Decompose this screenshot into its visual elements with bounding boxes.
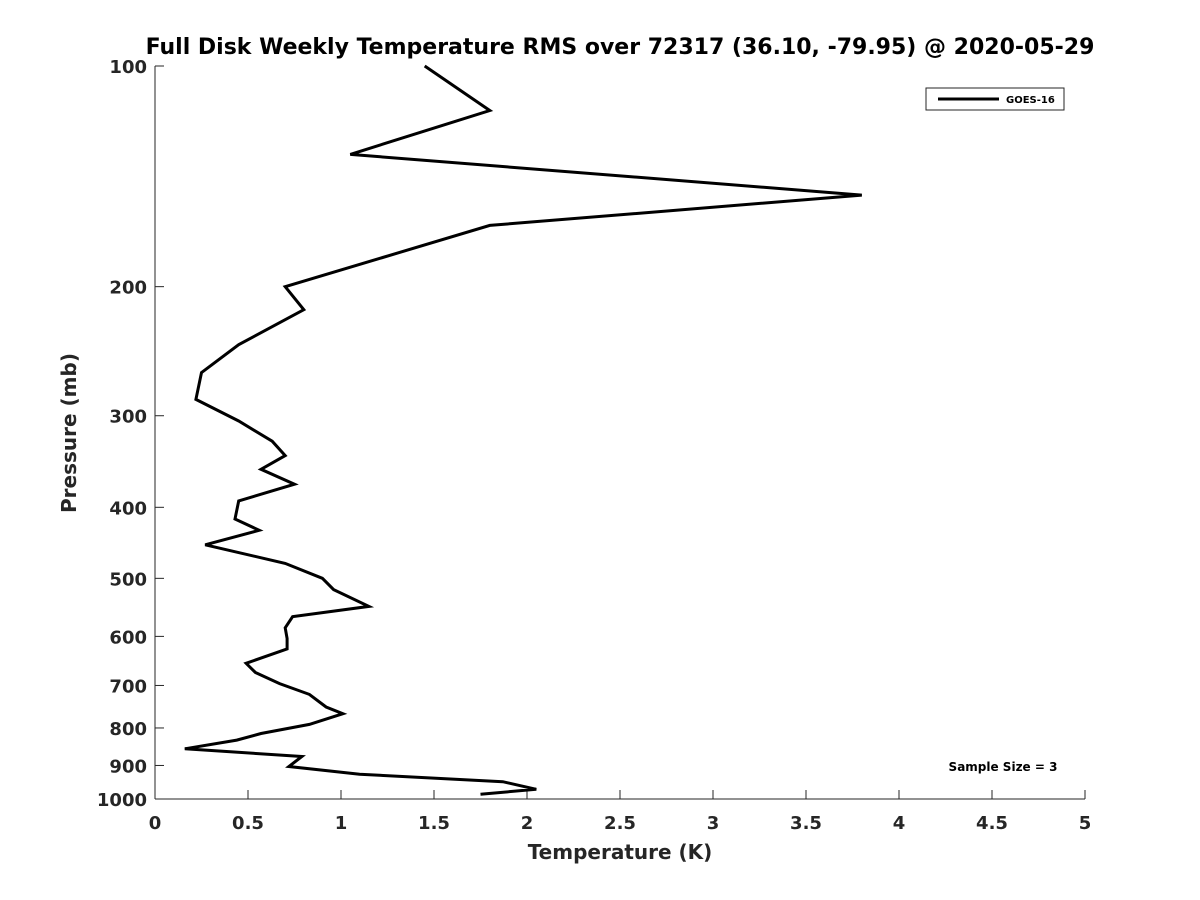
axis-ticks: 0 0.5 1 1.5 2 2.5 3 3.5 4 4.5 5 100 200 300 400 500 600 7…	[97, 57, 1091, 834]
y-tick-label: 600	[109, 627, 147, 648]
legend-label-goes-16: GOES-16	[1006, 95, 1055, 106]
x-tick-label: 3	[707, 813, 720, 834]
y-tick-label: 200	[109, 278, 147, 299]
x-tick-label: 4.5	[976, 813, 1008, 834]
y-tick-label: 700	[109, 676, 147, 697]
x-tick-label: 5	[1079, 813, 1092, 834]
data-series	[184, 64, 862, 796]
y-tick-label: 800	[109, 719, 147, 740]
y-axis-label: Pressure (mb)	[57, 353, 81, 513]
x-tick-label: 2.5	[604, 813, 636, 834]
y-tick-label: 1000	[97, 790, 147, 811]
x-tick-label: 4	[893, 813, 906, 834]
y-tick-label: 100	[109, 57, 147, 78]
chart-title: Full Disk Weekly Temperature RMS over 72…	[146, 35, 1095, 60]
x-tick-label: 3.5	[790, 813, 822, 834]
legend: GOES-16	[925, 87, 1065, 111]
x-axis-label: Temperature (K)	[528, 840, 713, 864]
sample-size-annotation: Sample Size = 3	[949, 760, 1058, 774]
x-tick-label: 2	[521, 813, 534, 834]
x-tick-label: 0.5	[232, 813, 264, 834]
series-line-goes-16	[184, 64, 862, 796]
x-tick-label: 0	[149, 813, 162, 834]
y-tick-label: 400	[109, 498, 147, 519]
y-tick-label: 900	[109, 756, 147, 777]
x-tick-label: 1.5	[418, 813, 450, 834]
y-tick-label: 300	[109, 407, 147, 428]
y-tick-label: 500	[109, 569, 147, 590]
x-tick-label: 1	[335, 813, 348, 834]
